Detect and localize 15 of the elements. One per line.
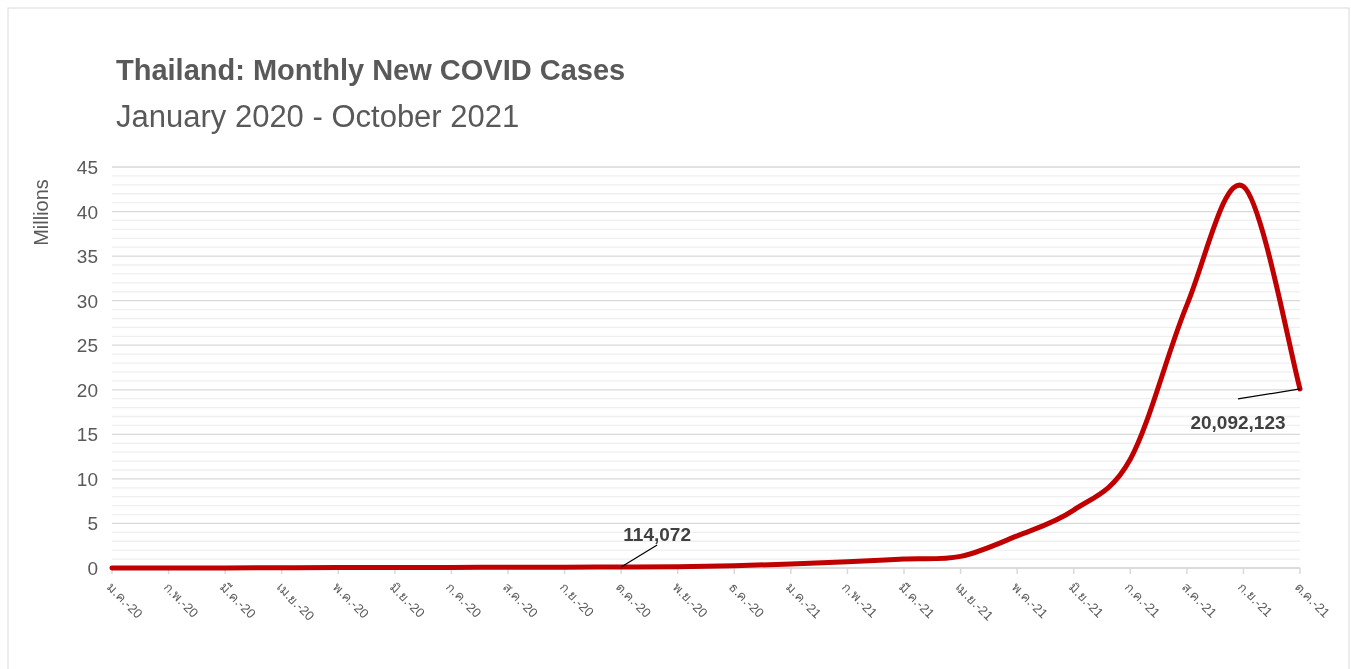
annotation: 20,092,123 <box>1190 411 1286 433</box>
annotation: 114,072 <box>623 523 691 545</box>
y-tick-label: 35 <box>76 246 98 268</box>
y-tick-label: 45 <box>76 157 98 178</box>
y-tick-label: 20 <box>76 379 98 401</box>
y-axis-title: Millions <box>30 179 52 246</box>
y-tick-label: 0 <box>87 558 98 579</box>
y-tick-label: 30 <box>76 290 98 312</box>
y-tick-label: 15 <box>76 424 98 446</box>
y-tick-label: 40 <box>76 201 98 223</box>
y-tick-label: 5 <box>87 513 98 535</box>
y-tick-label: 25 <box>76 335 98 357</box>
chart-title: Thailand: Monthly New COVID Cases <box>116 54 626 86</box>
chart-subtitle: January 2020 - October 2021 <box>116 99 520 134</box>
y-tick-label: 10 <box>76 468 98 490</box>
